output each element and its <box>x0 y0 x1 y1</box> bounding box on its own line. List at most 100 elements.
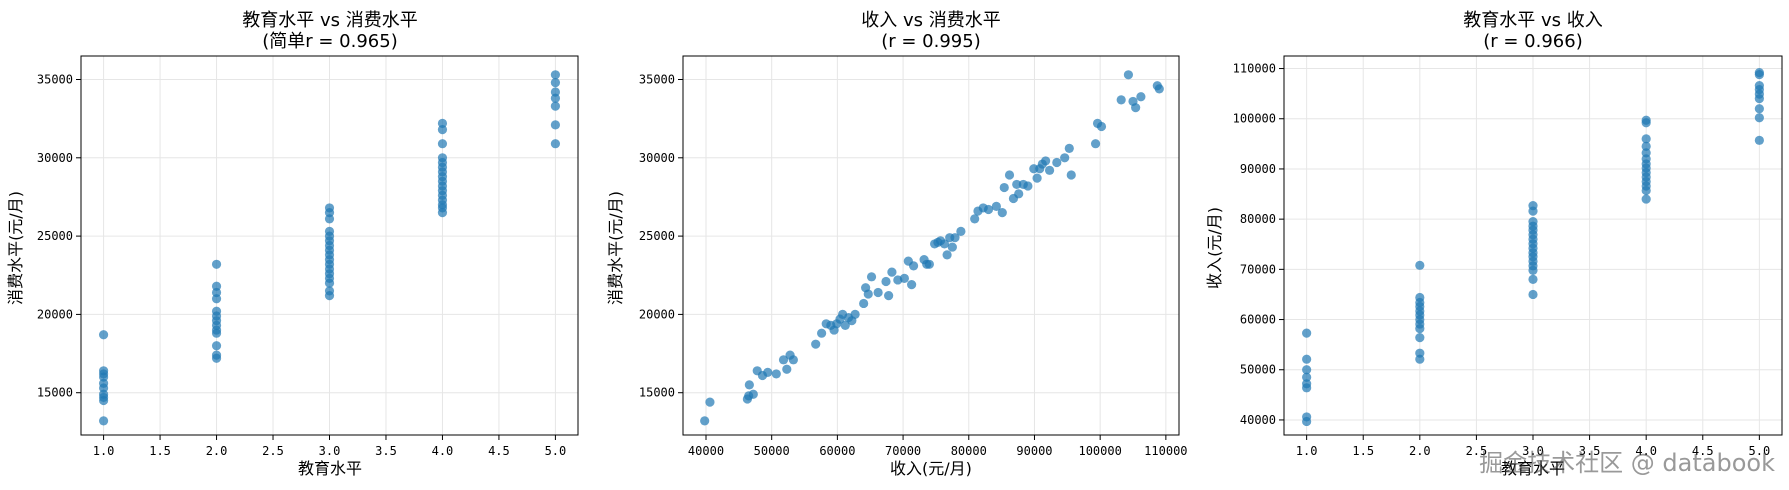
data-point <box>1415 354 1425 364</box>
data-point <box>98 330 109 340</box>
data-point <box>924 259 934 269</box>
data-point <box>1528 289 1538 300</box>
data-point <box>550 93 561 103</box>
data-point <box>884 291 894 301</box>
x-tick-label: 3.5 <box>375 444 397 458</box>
plot-frame <box>682 55 1180 436</box>
data-point <box>1754 135 1764 145</box>
x-tick-label: 4.0 <box>432 444 454 458</box>
x-tick-label: 5.0 <box>545 444 567 458</box>
data-point <box>850 309 860 320</box>
x-tick-label: 5.0 <box>1749 444 1771 458</box>
x-tick-label: 2.5 <box>262 444 284 458</box>
y-tick-label: 50000 <box>1240 363 1276 377</box>
x-tick-label: 4.5 <box>488 444 510 458</box>
data-point <box>1014 189 1024 199</box>
data-point <box>550 101 561 111</box>
x-tick-label: 1.5 <box>1352 444 1374 458</box>
data-point <box>1754 104 1764 114</box>
data-point <box>324 214 335 224</box>
data-point <box>887 267 897 277</box>
data-point <box>1302 365 1312 375</box>
data-point <box>942 250 952 260</box>
chart-subtitle: (r = 0.966) <box>1483 31 1583 52</box>
data-point <box>1415 260 1425 270</box>
x-tick-label: 50000 <box>754 444 790 458</box>
x-axis-label: 收入(元/月) <box>890 459 972 478</box>
data-point <box>550 78 561 88</box>
data-point <box>1641 194 1651 204</box>
x-tick-label: 100000 <box>1078 444 1121 458</box>
data-point <box>324 291 335 301</box>
x-tick-label: 1.0 <box>1296 444 1318 458</box>
data-point <box>881 276 891 287</box>
y-tick-label: 25000 <box>639 229 675 243</box>
y-tick-label: 15000 <box>37 386 73 400</box>
chart-subtitle: (r = 0.995) <box>881 31 981 52</box>
chart-title: 收入 vs 消费水平 <box>861 10 1000 31</box>
data-point <box>763 367 773 377</box>
y-tick-label: 20000 <box>37 307 73 321</box>
data-point <box>950 233 960 243</box>
y-axis-label: 消费水平(元/月) <box>606 191 625 305</box>
data-point <box>970 214 980 224</box>
x-tick-label: 1.0 <box>93 444 115 458</box>
data-point <box>744 380 754 390</box>
y-tick-label: 110000 <box>1233 62 1276 76</box>
data-point <box>211 341 222 351</box>
data-point <box>324 278 335 288</box>
data-point <box>1023 181 1033 191</box>
watermark-text: 掘金技术社区 @ databook <box>1479 449 1775 477</box>
plot-frame <box>1283 55 1783 436</box>
data-point <box>211 259 222 269</box>
data-point <box>1302 328 1312 338</box>
data-point <box>899 273 909 283</box>
data-point <box>956 226 966 237</box>
data-point <box>991 201 1001 211</box>
data-point <box>1528 274 1538 284</box>
chart-subtitle: (简单r = 0.965) <box>262 31 398 52</box>
data-point <box>788 355 798 365</box>
data-point <box>1641 118 1651 128</box>
data-point <box>1302 372 1312 382</box>
x-axis-label: 教育水平 <box>1501 459 1565 478</box>
x-tick-label: 4.5 <box>1692 444 1714 458</box>
data-point <box>1641 185 1651 196</box>
data-point <box>999 182 1009 193</box>
data-point <box>771 369 781 379</box>
data-point <box>1136 92 1146 102</box>
data-point <box>1123 70 1134 80</box>
x-tick-label: 3.5 <box>1579 444 1601 458</box>
data-point <box>1096 121 1107 132</box>
plot-frame <box>80 55 579 436</box>
y-tick-label: 40000 <box>1240 413 1276 427</box>
data-point <box>1302 354 1312 364</box>
data-point <box>1044 165 1055 175</box>
data-point <box>1302 416 1312 427</box>
panel-education-vs-consumption: 教育水平 vs 消费水平 (简单r = 0.965) 教育水平 消费水平(元/月… <box>6 10 579 478</box>
data-point <box>1032 173 1042 183</box>
data-point <box>1064 143 1074 154</box>
data-point <box>1052 157 1062 168</box>
data-point <box>1641 134 1651 144</box>
data-point <box>908 261 919 271</box>
data-point <box>859 298 869 309</box>
data-point <box>1754 113 1764 123</box>
data-point <box>1004 170 1015 180</box>
data-point <box>1154 84 1164 94</box>
data-point <box>782 364 792 374</box>
data-point <box>1302 383 1312 393</box>
data-point <box>1754 69 1764 80</box>
data-point <box>98 416 109 426</box>
x-tick-label: 60000 <box>819 444 855 458</box>
data-point <box>211 328 222 338</box>
x-tick-label: 110000 <box>1144 444 1187 458</box>
x-tick-label: 70000 <box>885 444 921 458</box>
data-point <box>1131 103 1141 113</box>
data-point <box>437 139 448 149</box>
data-point <box>1090 139 1101 149</box>
y-axis-label: 消费水平(元/月) <box>6 191 25 305</box>
data-point <box>1012 179 1022 190</box>
panel-education-vs-income: 教育水平 vs 收入 (r = 0.966) 教育水平 收入(元/月) 1.0 1… <box>1205 10 1783 478</box>
x-tick-label: 90000 <box>1016 444 1052 458</box>
